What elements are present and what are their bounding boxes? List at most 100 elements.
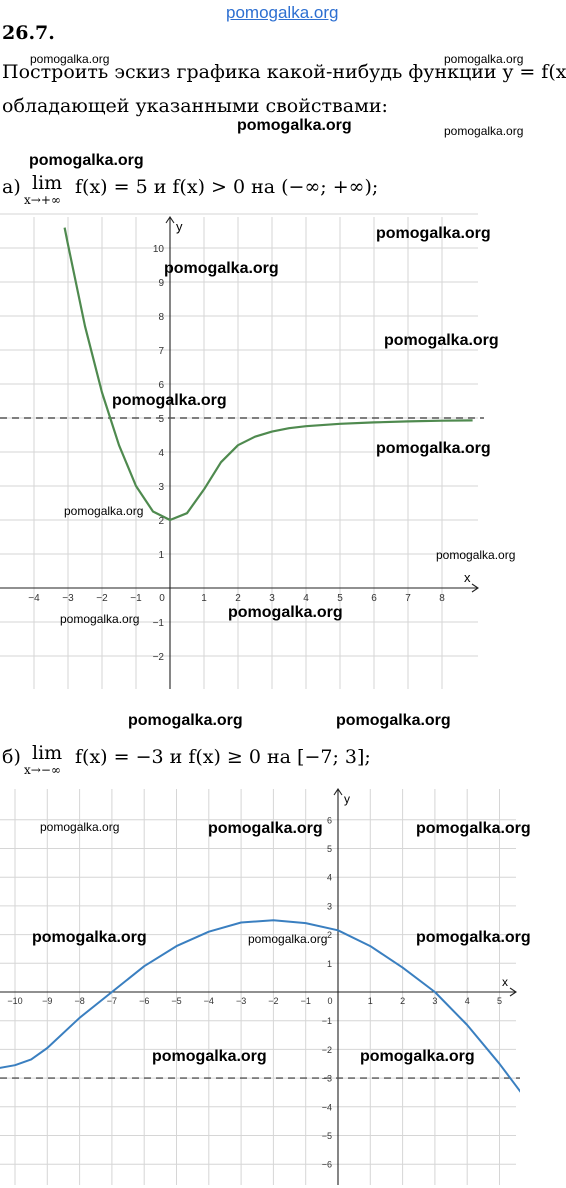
y-tick-label: 3	[327, 901, 332, 911]
site-link[interactable]: pomogalka.org	[226, 3, 339, 22]
chart-b-axes	[0, 788, 517, 1185]
chart-a-y-axis-label: y	[176, 219, 183, 234]
watermark: pomogalka.org	[152, 1048, 267, 1065]
y-tick-label: 2	[327, 930, 332, 940]
watermark: pomogalka.org	[248, 932, 328, 946]
x-tick-label: −2	[268, 996, 278, 1006]
x-tick-label: −3	[236, 996, 246, 1006]
y-axis-arrow	[165, 216, 175, 224]
x-tick-label: 4	[465, 996, 470, 1006]
y-tick-label: 2	[158, 516, 164, 527]
chart-b-grid	[0, 789, 516, 1185]
y-tick-label: 5	[327, 844, 332, 854]
chart-b-curve	[0, 919, 520, 1093]
y-tick-label: −1	[322, 1016, 332, 1026]
y-tick-label: 5	[158, 414, 164, 425]
watermark: pomogalka.org	[60, 612, 140, 626]
chart-a-tick-labels: −4 −3 −2 −1 0 1 2 3 4 5 6 7 8 −2 −1 1 2 3 4 5 6 7 8 9 10	[28, 244, 445, 663]
watermark: pomogalka.org	[336, 712, 451, 729]
y-tick-label: 6	[158, 380, 164, 391]
y-tick-label: 10	[153, 244, 165, 255]
watermark: pomogalka.org	[29, 152, 144, 169]
x-tick-label: 7	[405, 593, 411, 604]
chart-a-axes	[0, 216, 479, 689]
watermark: pomogalka.org	[384, 332, 499, 349]
x-tick-label: −10	[7, 996, 22, 1006]
watermark: pomogalka.org	[416, 929, 531, 946]
chart-b: −11−10−9−8−7−6−5−4−3−2−1012345−6−5−4−3−2…	[0, 788, 520, 1185]
y-tick-label: 4	[158, 448, 164, 459]
part-a-lim: lim	[32, 172, 63, 194]
part-b-lim-sub: x→−∞	[24, 763, 61, 777]
part-b-condition: f(x) = −3 и f(x) ≥ 0 на [−7; 3];	[75, 746, 371, 768]
watermark: pomogalka.org	[112, 392, 227, 409]
watermark: pomogalka.org	[436, 548, 516, 562]
x-tick-label: 0	[159, 593, 165, 604]
y-tick-label: 7	[158, 346, 164, 357]
x-tick-label: 2	[400, 996, 405, 1006]
part-b-label: б)	[2, 746, 21, 768]
x-tick-label: 5	[497, 996, 502, 1006]
y-tick-label: 9	[158, 278, 164, 289]
x-axis-arrow	[471, 583, 479, 593]
y-tick-label: −2	[153, 652, 165, 663]
watermark: pomogalka.org	[32, 929, 147, 946]
watermark: pomogalka.org	[30, 52, 110, 66]
watermark: pomogalka.org	[444, 52, 524, 66]
y-tick-label: −2	[322, 1045, 332, 1055]
chart-a-curve	[63, 227, 473, 522]
x-tick-label: −5	[171, 996, 181, 1006]
watermark: pomogalka.org	[416, 820, 531, 837]
chart-a: −4 −3 −2 −1 0 1 2 3 4 5 6 7 8 −2 −1 1 2 3 4 5 6 7 8 9 10 y x	[0, 213, 484, 689]
x-tick-label: −9	[42, 996, 52, 1006]
watermark: pomogalka.org	[40, 820, 120, 834]
chart-b-y-axis-label: y	[344, 792, 350, 806]
x-tick-label: −7	[107, 996, 117, 1006]
part-b-lim: lim	[32, 742, 63, 764]
y-tick-label: 1	[327, 959, 332, 969]
x-tick-label: 2	[235, 593, 241, 604]
y-tick-label: −1	[153, 618, 165, 629]
x-tick-label: −1	[301, 996, 311, 1006]
chart-b-tick-labels: −11−10−9−8−7−6−5−4−3−2−1012345−6−5−4−3−2…	[7, 815, 502, 1170]
watermark: pomogalka.org	[228, 604, 343, 621]
x-tick-label: 6	[371, 593, 377, 604]
x-tick-label: 5	[337, 593, 343, 604]
x-tick-label: 0	[327, 996, 332, 1006]
watermark: pomogalka.org	[64, 504, 144, 518]
task-line-2: обладающей указанными свойствами:	[2, 95, 388, 117]
x-tick-label: 1	[368, 996, 373, 1006]
y-tick-label: −4	[322, 1102, 332, 1112]
y-tick-label: 4	[327, 873, 332, 883]
x-tick-label: 8	[439, 593, 445, 604]
watermark: pomogalka.org	[128, 712, 243, 729]
watermark: pomogalka.org	[208, 820, 323, 837]
x-tick-label: −2	[96, 593, 108, 604]
x-tick-label: 1	[201, 593, 207, 604]
y-tick-label: 8	[158, 312, 164, 323]
y-tick-label: 3	[158, 482, 164, 493]
watermark: pomogalka.org	[360, 1048, 475, 1065]
x-tick-label: 4	[303, 593, 309, 604]
y-tick-label: 6	[327, 815, 332, 825]
watermark: pomogalka.org	[376, 440, 491, 457]
x-tick-label: 3	[269, 593, 275, 604]
chart-b-x-axis-label: x	[502, 975, 508, 989]
x-tick-label: −4	[28, 593, 40, 604]
y-tick-label: −6	[322, 1160, 332, 1170]
x-tick-label: −3	[62, 593, 74, 604]
y-axis-arrow	[333, 788, 343, 796]
watermark: pomogalka.org	[164, 260, 279, 277]
x-tick-label: −6	[139, 996, 149, 1006]
x-axis-arrow	[509, 987, 517, 997]
watermark: pomogalka.org	[376, 225, 491, 242]
x-tick-label: −1	[130, 593, 142, 604]
y-tick-label: 1	[158, 550, 164, 561]
chart-a-x-axis-label: x	[464, 570, 471, 585]
part-a-condition: f(x) = 5 и f(x) > 0 на (−∞; +∞);	[75, 176, 379, 198]
watermark: pomogalka.org	[444, 124, 524, 138]
part-a-lim-sub: x→+∞	[24, 193, 61, 207]
part-a-label: а)	[2, 176, 21, 198]
watermark: pomogalka.org	[237, 117, 352, 134]
x-tick-label: 3	[432, 996, 437, 1006]
